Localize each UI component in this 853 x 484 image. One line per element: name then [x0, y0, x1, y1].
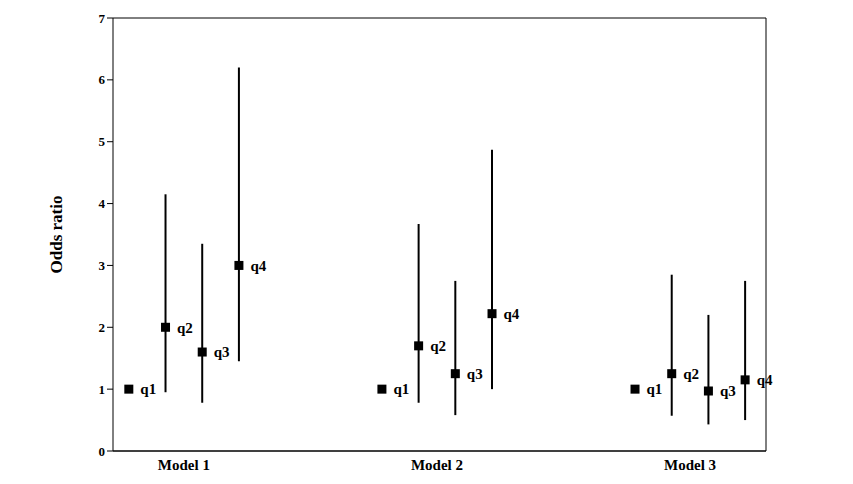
svg-text:q4: q4 [757, 372, 773, 388]
svg-text:q2: q2 [177, 320, 193, 336]
svg-text:q4: q4 [504, 306, 520, 322]
svg-text:7: 7 [99, 11, 106, 26]
svg-text:q1: q1 [393, 381, 409, 397]
svg-text:Model 3: Model 3 [664, 457, 716, 473]
svg-text:q3: q3 [214, 344, 230, 360]
svg-text:q2: q2 [430, 338, 446, 354]
svg-text:q3: q3 [467, 366, 483, 382]
svg-text:Odds ratio: Odds ratio [47, 196, 66, 274]
svg-text:5: 5 [99, 134, 106, 149]
svg-text:q4: q4 [250, 258, 266, 274]
svg-text:2: 2 [99, 320, 106, 335]
svg-text:1: 1 [99, 382, 106, 397]
svg-text:3: 3 [99, 258, 106, 273]
svg-text:Model 1: Model 1 [158, 457, 210, 473]
svg-text:q1: q1 [647, 381, 663, 397]
svg-text:q3: q3 [720, 383, 736, 399]
svg-text:q2: q2 [683, 366, 699, 382]
svg-text:Model 2: Model 2 [411, 457, 463, 473]
svg-text:6: 6 [99, 72, 106, 87]
svg-text:4: 4 [99, 196, 106, 211]
svg-text:q1: q1 [140, 381, 156, 397]
svg-text:0: 0 [99, 444, 106, 459]
